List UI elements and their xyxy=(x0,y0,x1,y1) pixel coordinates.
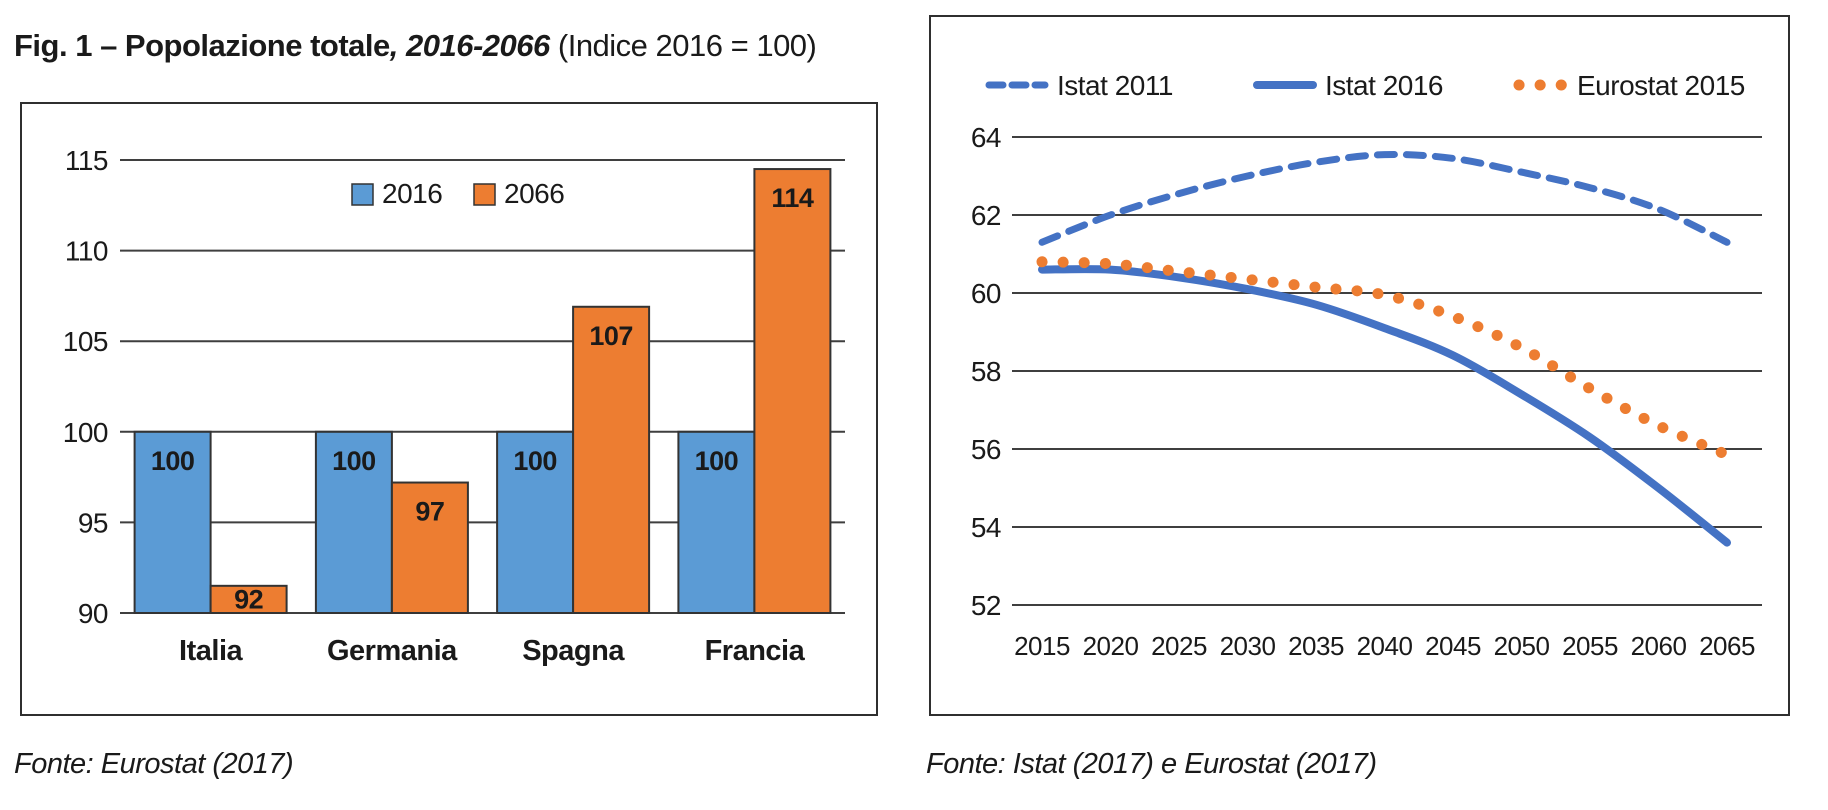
y-axis-tick-label: 60 xyxy=(971,278,1001,309)
x-axis-tick-label: 2045 xyxy=(1425,631,1481,661)
bar-Francia-2066 xyxy=(753,168,832,614)
y-axis-tick-label: 105 xyxy=(63,326,108,357)
x-axis-tick-label: 2025 xyxy=(1151,631,1207,661)
y-axis-tick-label: 58 xyxy=(971,356,1001,387)
line-chart-svg: 64 62 60 58 56 54 52 2015 2020 2025 2030 2035 2040 20… xyxy=(971,70,1762,661)
y-axis-tick-label: 95 xyxy=(78,507,108,538)
figure-title-note: (Indice 2016 = 100) xyxy=(549,28,817,63)
bar-value-label: 107 xyxy=(589,321,633,351)
x-axis-tick-label: 2030 xyxy=(1220,631,1276,661)
x-axis-tick-label: 2055 xyxy=(1562,631,1618,661)
bar-Italia-2066 xyxy=(209,584,288,615)
category-label-Germania: Germania xyxy=(327,635,458,667)
category-label-Italia: Italia xyxy=(179,635,243,667)
x-axis-tick-label: 2035 xyxy=(1288,631,1344,661)
bar-Spagna-2016 xyxy=(496,430,575,614)
y-axis-tick-label: 56 xyxy=(971,434,1001,465)
y-axis-tick-label: 115 xyxy=(65,145,108,176)
x-axis-tick-label: 2015 xyxy=(1014,631,1070,661)
bar-Germania-2066 xyxy=(390,481,469,615)
line-chart-panel: 64 62 60 58 56 54 52 2015 2020 2025 2030 2035 2040 20… xyxy=(929,15,1790,716)
series-line-eurostat-2015 xyxy=(1036,256,1733,461)
bar-value-label: 100 xyxy=(513,446,557,476)
bar-value-label: 114 xyxy=(771,183,814,213)
legend-swatch-2016 xyxy=(351,183,374,206)
legend-label-2016: 2016 xyxy=(382,178,442,209)
bar-chart-panel: 115 110 105 100 95 90 2016 2066 100 92 Italia 100 97… xyxy=(20,102,878,716)
source-note-right: Fonte: Istat (2017) e Eurostat (2017) xyxy=(926,748,1377,780)
x-axis-tick-label: 2020 xyxy=(1083,631,1139,661)
legend-label-2066: 2066 xyxy=(504,178,564,209)
category-label-Spagna: Spagna xyxy=(522,635,625,667)
bar-value-label: 92 xyxy=(234,584,263,614)
y-axis-tick-label: 54 xyxy=(971,512,1001,543)
figure-title-bold: Fig. 1 – Popolazione totale xyxy=(14,28,390,63)
y-axis-tick-label: 100 xyxy=(63,417,108,448)
bar-value-label: 100 xyxy=(695,446,739,476)
bar-value-label: 97 xyxy=(415,497,444,527)
legend-swatch-2066 xyxy=(473,183,496,206)
x-axis-tick-label: 2060 xyxy=(1631,631,1687,661)
y-axis-tick-label: 90 xyxy=(78,598,108,629)
y-axis-tick-label: 62 xyxy=(971,200,1001,231)
bar-value-label: 100 xyxy=(332,446,376,476)
figure-title-period: , 2016-2066 xyxy=(389,28,550,63)
y-axis-tick-label: 110 xyxy=(65,236,108,267)
x-axis-tick-label: 2040 xyxy=(1357,631,1413,661)
legend-label-istat-2011: Istat 2011 xyxy=(1057,70,1173,101)
series-line-istat-2011 xyxy=(1038,150,1731,246)
legend-label-istat-2016: Istat 2016 xyxy=(1325,70,1443,101)
bar-Francia-2016 xyxy=(677,430,756,614)
bar-value-label: 100 xyxy=(151,446,195,476)
figure-title: Fig. 1 – Popolazione totale, 2016-2066 (… xyxy=(14,28,817,64)
legend-label-eurostat-2015: Eurostat 2015 xyxy=(1577,70,1745,101)
x-axis-tick-label: 2065 xyxy=(1699,631,1755,661)
y-axis-tick-label: 64 xyxy=(971,122,1001,153)
source-note-left: Fonte: Eurostat (2017) xyxy=(14,748,294,780)
bar-chart-svg: 115 110 105 100 95 90 2016 2066 100 92 Italia 100 97… xyxy=(63,145,845,667)
x-axis-tick-label: 2050 xyxy=(1494,631,1550,661)
category-label-Francia: Francia xyxy=(705,635,806,667)
y-axis-tick-label: 52 xyxy=(971,590,1001,621)
bar-Italia-2016 xyxy=(133,430,212,614)
bar-Spagna-2066 xyxy=(572,305,651,614)
series-line-istat-2016 xyxy=(1038,265,1731,547)
